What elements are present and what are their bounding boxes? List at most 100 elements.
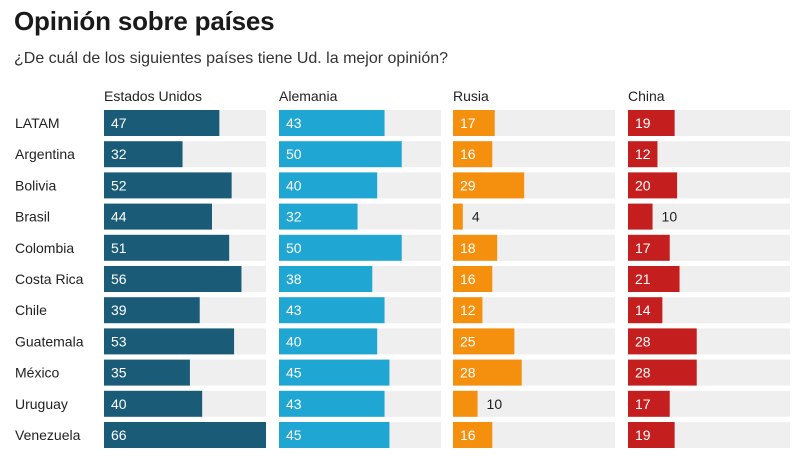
bar bbox=[279, 422, 390, 448]
row-label-bolivia: Bolivia bbox=[15, 177, 56, 193]
data-label: 12 bbox=[635, 146, 651, 162]
bar bbox=[453, 234, 498, 261]
bar bbox=[279, 234, 402, 261]
data-label: 45 bbox=[286, 365, 302, 381]
bar bbox=[453, 422, 493, 448]
data-label: 16 bbox=[460, 427, 476, 443]
bar bbox=[104, 110, 220, 136]
bar bbox=[104, 422, 266, 448]
row-label-colombia: Colombia bbox=[15, 240, 74, 256]
row-label-argentina: Argentina bbox=[15, 146, 75, 162]
bar-track bbox=[628, 203, 790, 230]
bar bbox=[104, 359, 190, 386]
data-label: 17 bbox=[635, 396, 651, 412]
row-label-guatemala: Guatemala bbox=[15, 333, 84, 349]
data-label: 16 bbox=[460, 146, 476, 162]
bar bbox=[628, 172, 678, 199]
data-label: 10 bbox=[662, 209, 678, 225]
bar bbox=[628, 328, 697, 355]
data-label: 21 bbox=[635, 271, 651, 287]
bar bbox=[104, 328, 235, 355]
bar-track bbox=[453, 203, 615, 230]
data-label: 25 bbox=[460, 333, 476, 349]
bar bbox=[453, 110, 495, 136]
data-label: 17 bbox=[460, 115, 476, 131]
data-label: 28 bbox=[460, 365, 476, 381]
data-label: 12 bbox=[460, 302, 476, 318]
data-label: 28 bbox=[635, 333, 651, 349]
data-label: 16 bbox=[460, 271, 476, 287]
bar bbox=[453, 328, 515, 355]
data-label: 14 bbox=[635, 302, 651, 318]
column-header-estados-unidos: Estados Unidos bbox=[104, 88, 202, 104]
data-label: 20 bbox=[635, 177, 651, 193]
data-label: 38 bbox=[286, 271, 302, 287]
bar bbox=[628, 390, 670, 417]
chart-title: Opinión sobre países bbox=[14, 6, 275, 36]
data-label: 51 bbox=[111, 240, 127, 256]
row-label-latam: LATAM bbox=[15, 115, 60, 131]
data-label: 43 bbox=[286, 396, 302, 412]
chart-subtitle: ¿De cuál de los siguientes países tiene … bbox=[14, 50, 449, 67]
column-header-china: China bbox=[628, 88, 665, 104]
data-label: 47 bbox=[111, 115, 127, 131]
bar bbox=[104, 266, 242, 292]
bar bbox=[104, 172, 232, 199]
data-label: 35 bbox=[111, 365, 127, 381]
data-label: 43 bbox=[286, 302, 302, 318]
bar bbox=[104, 297, 200, 324]
data-label: 19 bbox=[635, 427, 651, 443]
bar bbox=[628, 359, 697, 386]
column-header-alemania: Alemania bbox=[279, 88, 338, 104]
bar bbox=[628, 422, 675, 448]
bar bbox=[104, 141, 183, 168]
bar bbox=[628, 234, 670, 261]
bar bbox=[628, 203, 653, 230]
bar bbox=[279, 390, 385, 417]
data-label: 39 bbox=[111, 302, 127, 318]
bar bbox=[279, 110, 385, 136]
data-label: 43 bbox=[286, 115, 302, 131]
bar-track bbox=[453, 390, 615, 417]
bar bbox=[628, 297, 663, 324]
row-label-costa-rica: Costa Rica bbox=[15, 271, 84, 287]
data-label: 32 bbox=[111, 146, 127, 162]
bar bbox=[279, 297, 385, 324]
bar bbox=[628, 266, 680, 292]
bar bbox=[628, 110, 675, 136]
data-label: 56 bbox=[111, 271, 127, 287]
data-label: 44 bbox=[111, 209, 127, 225]
bar bbox=[279, 328, 378, 355]
bar bbox=[453, 172, 525, 199]
data-label: 52 bbox=[111, 177, 127, 193]
bar bbox=[628, 141, 658, 168]
data-label: 29 bbox=[460, 177, 476, 193]
bar bbox=[453, 266, 493, 292]
data-label: 50 bbox=[286, 240, 302, 256]
data-label: 40 bbox=[286, 177, 302, 193]
bar bbox=[279, 359, 390, 386]
bar bbox=[279, 266, 373, 292]
row-label-brasil: Brasil bbox=[15, 209, 50, 225]
bar bbox=[453, 390, 478, 417]
data-label: 18 bbox=[460, 240, 476, 256]
data-label: 10 bbox=[487, 396, 503, 412]
data-label: 53 bbox=[111, 333, 127, 349]
row-label-chile: Chile bbox=[15, 302, 47, 318]
bar bbox=[279, 172, 378, 199]
data-label: 40 bbox=[286, 333, 302, 349]
bar bbox=[104, 203, 212, 230]
row-label-uruguay: Uruguay bbox=[15, 396, 68, 412]
bar bbox=[453, 297, 483, 324]
row-label-venezuela: Venezuela bbox=[15, 427, 81, 443]
data-label: 17 bbox=[635, 240, 651, 256]
data-label: 40 bbox=[111, 396, 127, 412]
data-label: 4 bbox=[472, 209, 480, 225]
data-label: 50 bbox=[286, 146, 302, 162]
data-label: 28 bbox=[635, 365, 651, 381]
bar bbox=[279, 203, 358, 230]
bar bbox=[104, 234, 230, 261]
bar bbox=[453, 359, 522, 386]
bar bbox=[104, 390, 203, 417]
